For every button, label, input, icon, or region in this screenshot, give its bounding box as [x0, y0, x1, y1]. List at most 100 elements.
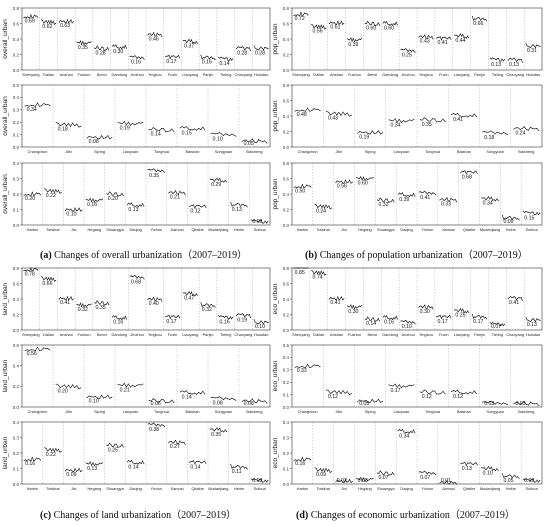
data-point	[149, 297, 151, 299]
data-point	[47, 450, 48, 452]
data-point	[313, 108, 315, 110]
data-point	[59, 19, 61, 21]
x-tick-label: Suihua	[526, 486, 539, 491]
data-point	[539, 480, 541, 481]
data-point	[481, 467, 483, 469]
data-point	[255, 479, 256, 481]
data-point	[104, 49, 106, 51]
data-point	[411, 385, 413, 387]
data-point	[173, 192, 175, 193]
data-point	[158, 424, 160, 426]
data-point	[294, 267, 296, 269]
data-point	[220, 315, 222, 317]
data-point	[122, 195, 124, 197]
data-point	[521, 61, 523, 63]
data-point	[160, 425, 161, 427]
x-tick-label: Benxi	[97, 72, 107, 77]
data-point	[535, 47, 536, 49]
data-point	[260, 46, 262, 48]
data-point	[151, 423, 153, 425]
data-label: 0.13	[87, 466, 97, 472]
data-point	[350, 37, 352, 39]
data-label: 0.06	[151, 401, 161, 407]
data-label: 0.06	[244, 401, 254, 407]
data-point	[296, 267, 298, 269]
data-point	[501, 473, 503, 475]
data-point	[503, 132, 504, 133]
data-point	[246, 46, 248, 48]
data-point	[118, 195, 120, 197]
data-point	[115, 315, 117, 317]
data-point	[511, 218, 513, 220]
data-point	[295, 15, 297, 16]
data-label: 0.35	[422, 122, 432, 128]
data-point	[261, 321, 263, 323]
data-point	[471, 392, 473, 394]
data-point	[320, 468, 321, 470]
data-point	[205, 304, 207, 306]
data-point	[95, 48, 97, 50]
data-point	[150, 169, 152, 171]
data-point	[435, 474, 437, 476]
data-point	[342, 299, 344, 301]
data-point	[513, 403, 515, 405]
data-point	[134, 55, 136, 57]
data-point	[45, 447, 47, 449]
data-point	[464, 36, 466, 38]
data-point	[517, 127, 519, 129]
data-point	[58, 448, 59, 450]
data-point	[212, 132, 214, 134]
data-point	[443, 37, 445, 39]
data-point	[518, 219, 520, 221]
data-point	[143, 205, 145, 207]
x-tick-label: Dandong	[112, 332, 128, 337]
data-point	[78, 42, 80, 44]
data-point	[98, 49, 100, 50]
data-point	[251, 398, 253, 400]
data-point	[404, 431, 406, 433]
data-point	[209, 304, 211, 306]
data-label: 0.29	[211, 182, 221, 188]
data-point	[513, 217, 514, 219]
data-point	[394, 383, 396, 385]
data-point	[421, 37, 423, 39]
data-point	[78, 304, 80, 306]
data-point	[247, 401, 249, 403]
x-tick-label: Suihua	[526, 227, 539, 232]
data-label: 0.24	[515, 130, 525, 136]
data-point	[195, 293, 197, 295]
data-point	[54, 23, 55, 25]
data-point	[407, 322, 409, 324]
data-point	[154, 169, 156, 171]
data-point	[367, 316, 369, 318]
data-point	[143, 463, 145, 465]
data-point	[400, 320, 402, 322]
data-point	[42, 20, 44, 21]
data-point	[167, 130, 169, 132]
data-point	[257, 480, 259, 482]
data-point	[418, 36, 420, 38]
data-point	[44, 278, 46, 280]
data-point	[47, 103, 49, 105]
data-point	[340, 180, 342, 182]
data-point	[467, 171, 469, 172]
data-point	[244, 467, 245, 469]
data-point	[439, 482, 441, 484]
data-point	[148, 128, 150, 130]
data-point	[477, 16, 479, 18]
data-point	[100, 303, 101, 305]
data-point	[535, 214, 537, 215]
data-point	[400, 121, 402, 123]
data-point	[210, 178, 212, 180]
data-point	[486, 318, 488, 320]
data-point	[127, 383, 129, 385]
data-point	[442, 390, 444, 392]
caption-b-letter: (b)	[305, 250, 318, 261]
data-point	[55, 121, 57, 123]
data-point	[188, 205, 190, 207]
data-point	[484, 131, 486, 133]
data-point	[500, 133, 502, 135]
data-point	[176, 56, 178, 57]
data-point	[461, 310, 463, 312]
data-point	[349, 479, 351, 480]
